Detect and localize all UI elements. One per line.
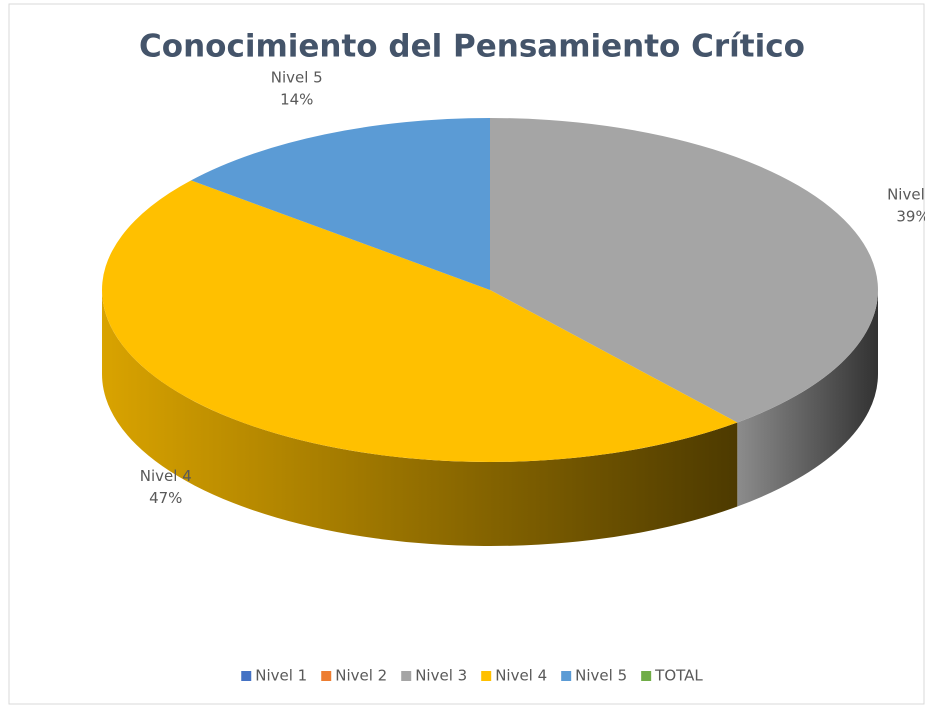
legend-swatch <box>321 671 332 681</box>
legend-label: Nivel 1 <box>255 667 307 685</box>
legend-label: Nivel 3 <box>415 667 467 685</box>
legend-swatch <box>641 671 652 681</box>
legend-swatch <box>561 671 572 681</box>
legend-swatch <box>401 671 412 681</box>
data-label-value: 39% <box>896 208 925 226</box>
data-label-name: Nivel 4 <box>140 467 192 485</box>
pie-side <box>102 290 738 546</box>
pie-slice <box>101 180 738 463</box>
legend-label: Nivel 2 <box>335 667 387 685</box>
legend-label: Nivel 5 <box>575 667 627 685</box>
data-label-value: 14% <box>280 91 313 109</box>
pie-slice <box>191 118 490 290</box>
data-label-name: Nivel 3 <box>887 186 925 204</box>
chart-title: Conocimiento del Pensamiento Crítico <box>139 29 805 65</box>
data-label-name: Nivel 5 <box>271 69 323 87</box>
pie-slice <box>490 118 879 423</box>
legend-swatch <box>241 671 252 681</box>
data-label-value: 47% <box>149 489 182 507</box>
legend-label: TOTAL <box>654 667 703 685</box>
legend-label: Nivel 4 <box>495 667 547 685</box>
legend-swatch <box>481 671 492 681</box>
pie-side <box>737 290 878 507</box>
